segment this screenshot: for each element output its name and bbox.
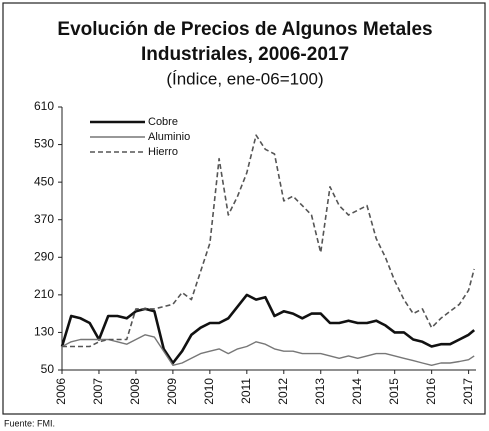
y-tick-label: 130 <box>34 325 54 339</box>
legend-label: Cobre <box>148 116 178 128</box>
x-tick-label: 2014 <box>350 378 364 405</box>
chart-title: Evolución de Precios de Algunos Metales <box>57 19 432 40</box>
x-tick-label: 2010 <box>202 378 216 405</box>
legend-label: Hierro <box>148 146 178 158</box>
legend-label: Aluminio <box>148 131 190 143</box>
frame <box>2 2 486 415</box>
x-tick-label: 2009 <box>165 378 179 405</box>
x-tick-label: 2006 <box>54 378 68 405</box>
x-tick-label: 2013 <box>313 378 327 405</box>
y-tick-label: 210 <box>34 287 54 301</box>
chart-subtitle: (Índice, ene-06=100) <box>166 69 323 88</box>
line-series <box>62 134 475 348</box>
y-tick-label: 290 <box>34 249 54 263</box>
x-tick-label: 2015 <box>387 378 401 405</box>
y-tick-label: 450 <box>34 174 54 188</box>
y-tick-label: 530 <box>34 137 54 151</box>
y-tick-label: 370 <box>34 212 54 226</box>
chart-title: Industriales, 2006-2017 <box>141 44 349 65</box>
x-tick-label: 2011 <box>239 378 253 404</box>
x-tick-label: 2007 <box>91 378 105 405</box>
line-series <box>60 293 476 365</box>
x-tick-label: 2016 <box>424 378 438 405</box>
x-tick-label: 2012 <box>276 378 290 405</box>
y-tick-label: 610 <box>34 99 54 113</box>
x-tick-label: 2008 <box>128 378 142 405</box>
line-series <box>61 334 475 366</box>
x-tick-label: 2017 <box>461 378 475 405</box>
source: Fuente: FMI. <box>4 418 55 428</box>
y-tick-label: 50 <box>41 362 55 376</box>
